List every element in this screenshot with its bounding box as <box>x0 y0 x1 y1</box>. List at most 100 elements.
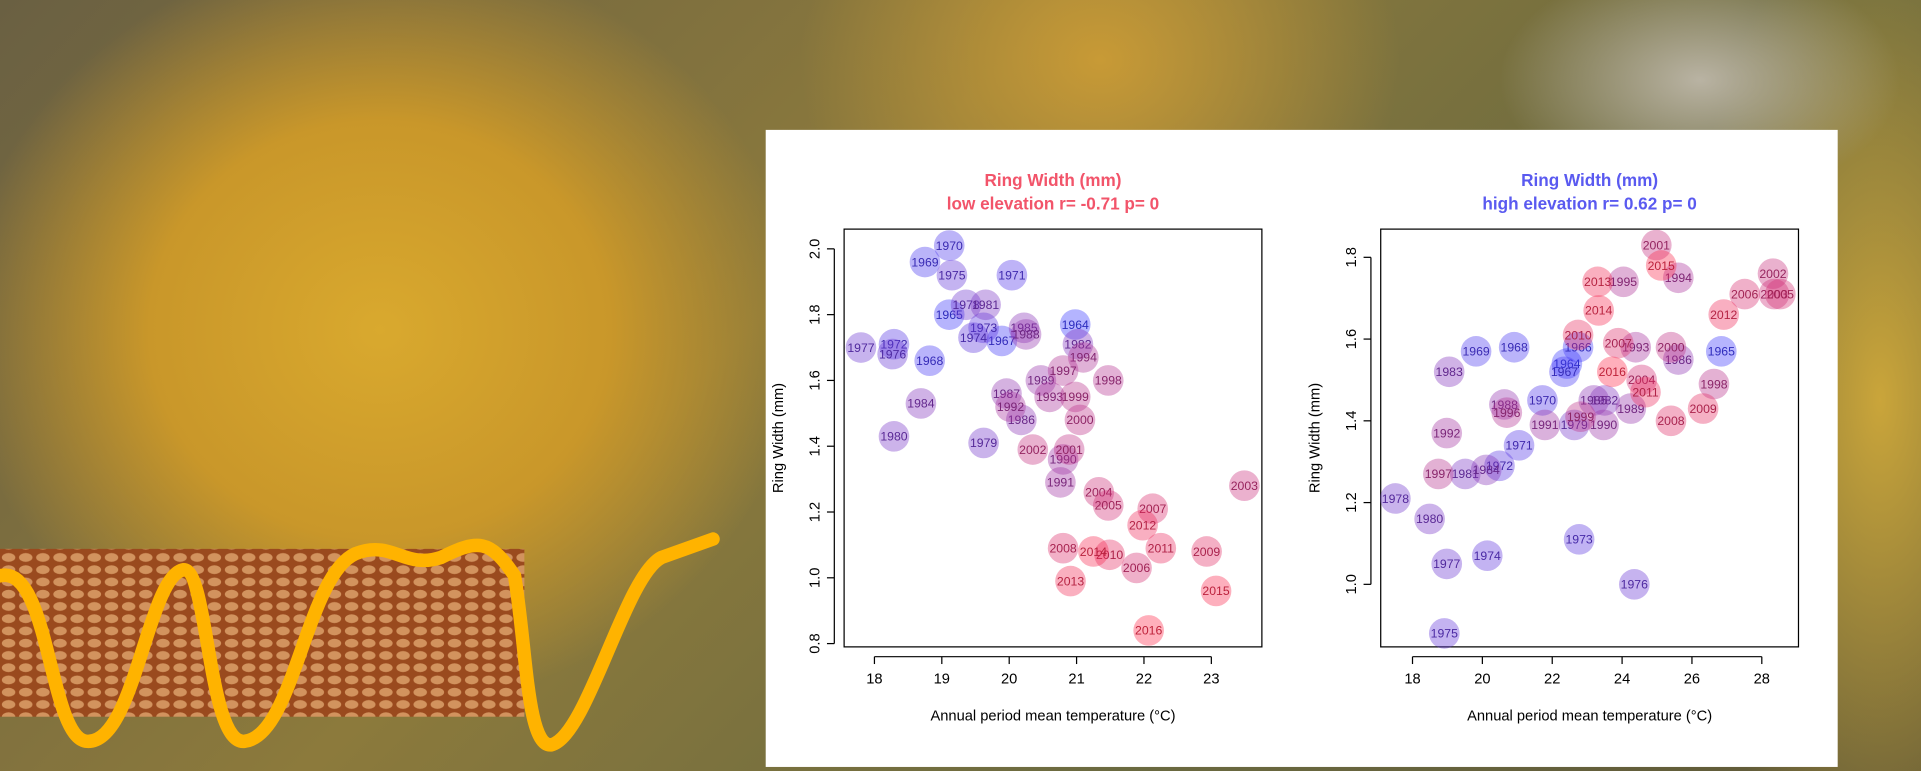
point-label: 1984 <box>1473 463 1500 477</box>
point-label: 2011 <box>1148 541 1175 555</box>
point-label: 1999 <box>1567 410 1594 424</box>
y-tick-label: 1.8 <box>808 304 824 324</box>
point-label: 1992 <box>997 400 1024 414</box>
y-tick-label: 1.2 <box>1344 492 1360 512</box>
point-label: 1997 <box>1049 364 1076 378</box>
page: Ring Width (mm) low elevation r= -0.71 p=… <box>0 0 1921 771</box>
point-label: 1967 <box>1551 365 1578 379</box>
point-label: 1973 <box>1565 533 1592 547</box>
y-tick-label: 1.4 <box>808 436 824 456</box>
point-label: 2015 <box>1648 259 1675 273</box>
x-tick-label: 28 <box>1754 672 1770 688</box>
point-label: 2008 <box>1049 541 1076 555</box>
point-label: 1988 <box>1012 328 1039 342</box>
point-label: 2002 <box>1019 443 1046 457</box>
point-label: 1977 <box>847 341 874 355</box>
y-axis-label: Ring Width (mm) <box>771 383 787 493</box>
point-label: 1974 <box>960 331 987 345</box>
x-tick-label: 18 <box>866 672 882 688</box>
point-label: 1998 <box>1700 377 1727 391</box>
point-label: 2016 <box>1599 365 1626 379</box>
point-label: 1970 <box>936 239 963 253</box>
point-label: 1998 <box>1095 374 1122 388</box>
point-label: 2014 <box>1585 304 1612 318</box>
point-label: 2016 <box>1135 624 1162 638</box>
point-label: 1991 <box>1531 418 1558 432</box>
point-label: 1984 <box>907 397 934 411</box>
x-axis-label: Annual period mean temperature (°C) <box>1467 708 1712 724</box>
x-tick-label: 21 <box>1068 672 1084 688</box>
point-label: 2000 <box>1657 341 1684 355</box>
point-label: 2013 <box>1584 275 1611 289</box>
y-tick-label: 1.4 <box>1344 411 1360 431</box>
point-label: 2014 <box>1080 545 1107 559</box>
point-label: 2015 <box>1202 584 1229 598</box>
point-label: 1981 <box>972 298 999 312</box>
point-label: 1983 <box>1436 365 1463 379</box>
chart-subtitle: low elevation r= -0.71 p= 0 <box>947 194 1159 214</box>
point-label: 1970 <box>1529 394 1556 408</box>
point-label: 2006 <box>1123 561 1150 575</box>
point-label: 1980 <box>880 430 907 444</box>
y-tick-label: 0.8 <box>808 633 824 653</box>
point-label: 1996 <box>1493 406 1520 420</box>
x-tick-label: 18 <box>1404 672 1420 688</box>
figure: Ring Width (mm) low elevation r= -0.71 p=… <box>0 0 1921 771</box>
x-tick-label: 19 <box>934 672 950 688</box>
point-label: 1968 <box>1501 341 1528 355</box>
point-label: 2012 <box>1710 308 1737 322</box>
point-label: 2005 <box>1095 499 1122 513</box>
chart-title: Ring Width (mm) <box>1521 170 1658 190</box>
chart-title: Ring Width (mm) <box>985 170 1122 190</box>
point-label: 2013 <box>1057 574 1084 588</box>
point-label: 1980 <box>1416 512 1443 526</box>
x-tick-label: 22 <box>1544 672 1560 688</box>
point-label: 2012 <box>1129 518 1156 532</box>
point-label: 1969 <box>911 255 938 269</box>
point-label: 1975 <box>1431 627 1458 641</box>
point-label: 2000 <box>1066 413 1093 427</box>
point-label: 1976 <box>1621 578 1648 592</box>
point-label: 1975 <box>938 268 965 282</box>
x-tick-label: 24 <box>1614 672 1630 688</box>
point-label: 1997 <box>1425 467 1452 481</box>
wood-cells <box>0 549 524 717</box>
point-label: 2006 <box>1731 287 1758 301</box>
chart-panel <box>766 130 1838 767</box>
y-tick-label: 1.0 <box>808 568 824 588</box>
point-label: 2010 <box>1564 328 1591 342</box>
point-label: 1971 <box>1505 439 1532 453</box>
point-label: 1979 <box>970 436 997 450</box>
y-axis-label: Ring Width (mm) <box>1307 383 1323 493</box>
point-label: 1974 <box>1474 549 1501 563</box>
point-label: 2007 <box>1605 336 1632 350</box>
x-tick-label: 23 <box>1203 672 1219 688</box>
point-label: 1993 <box>1036 390 1063 404</box>
x-tick-label: 22 <box>1136 672 1152 688</box>
x-tick-label: 26 <box>1684 672 1700 688</box>
point-label: 1991 <box>1047 476 1074 490</box>
point-label: 1999 <box>1062 390 1089 404</box>
point-label: 2009 <box>1193 545 1220 559</box>
point-label: 1992 <box>1433 426 1460 440</box>
chart-subtitle: high elevation r= 0.62 p= 0 <box>1482 194 1696 214</box>
point-label: 1968 <box>916 354 943 368</box>
point-label: 2009 <box>1689 402 1716 416</box>
point-label: 2008 <box>1657 414 1684 428</box>
point-label: 2001 <box>1056 443 1083 457</box>
point-label: 2003 <box>1231 479 1258 493</box>
point-label: 1976 <box>879 347 906 361</box>
point-label: 1971 <box>998 268 1025 282</box>
y-tick-label: 1.6 <box>1344 329 1360 349</box>
point-label: 2011 <box>1632 386 1659 400</box>
x-axis-label: Annual period mean temperature (°C) <box>930 708 1175 724</box>
point-label: 1969 <box>1462 345 1489 359</box>
y-tick-label: 1.2 <box>808 502 824 522</box>
point-label: 2001 <box>1643 238 1670 252</box>
point-label: 1978 <box>1382 492 1409 506</box>
y-tick-label: 2.0 <box>808 239 824 259</box>
y-tick-label: 1.8 <box>1344 247 1360 267</box>
point-label: 1965 <box>1708 345 1735 359</box>
y-tick-label: 1.0 <box>1344 574 1360 594</box>
point-label: 1977 <box>1433 557 1460 571</box>
